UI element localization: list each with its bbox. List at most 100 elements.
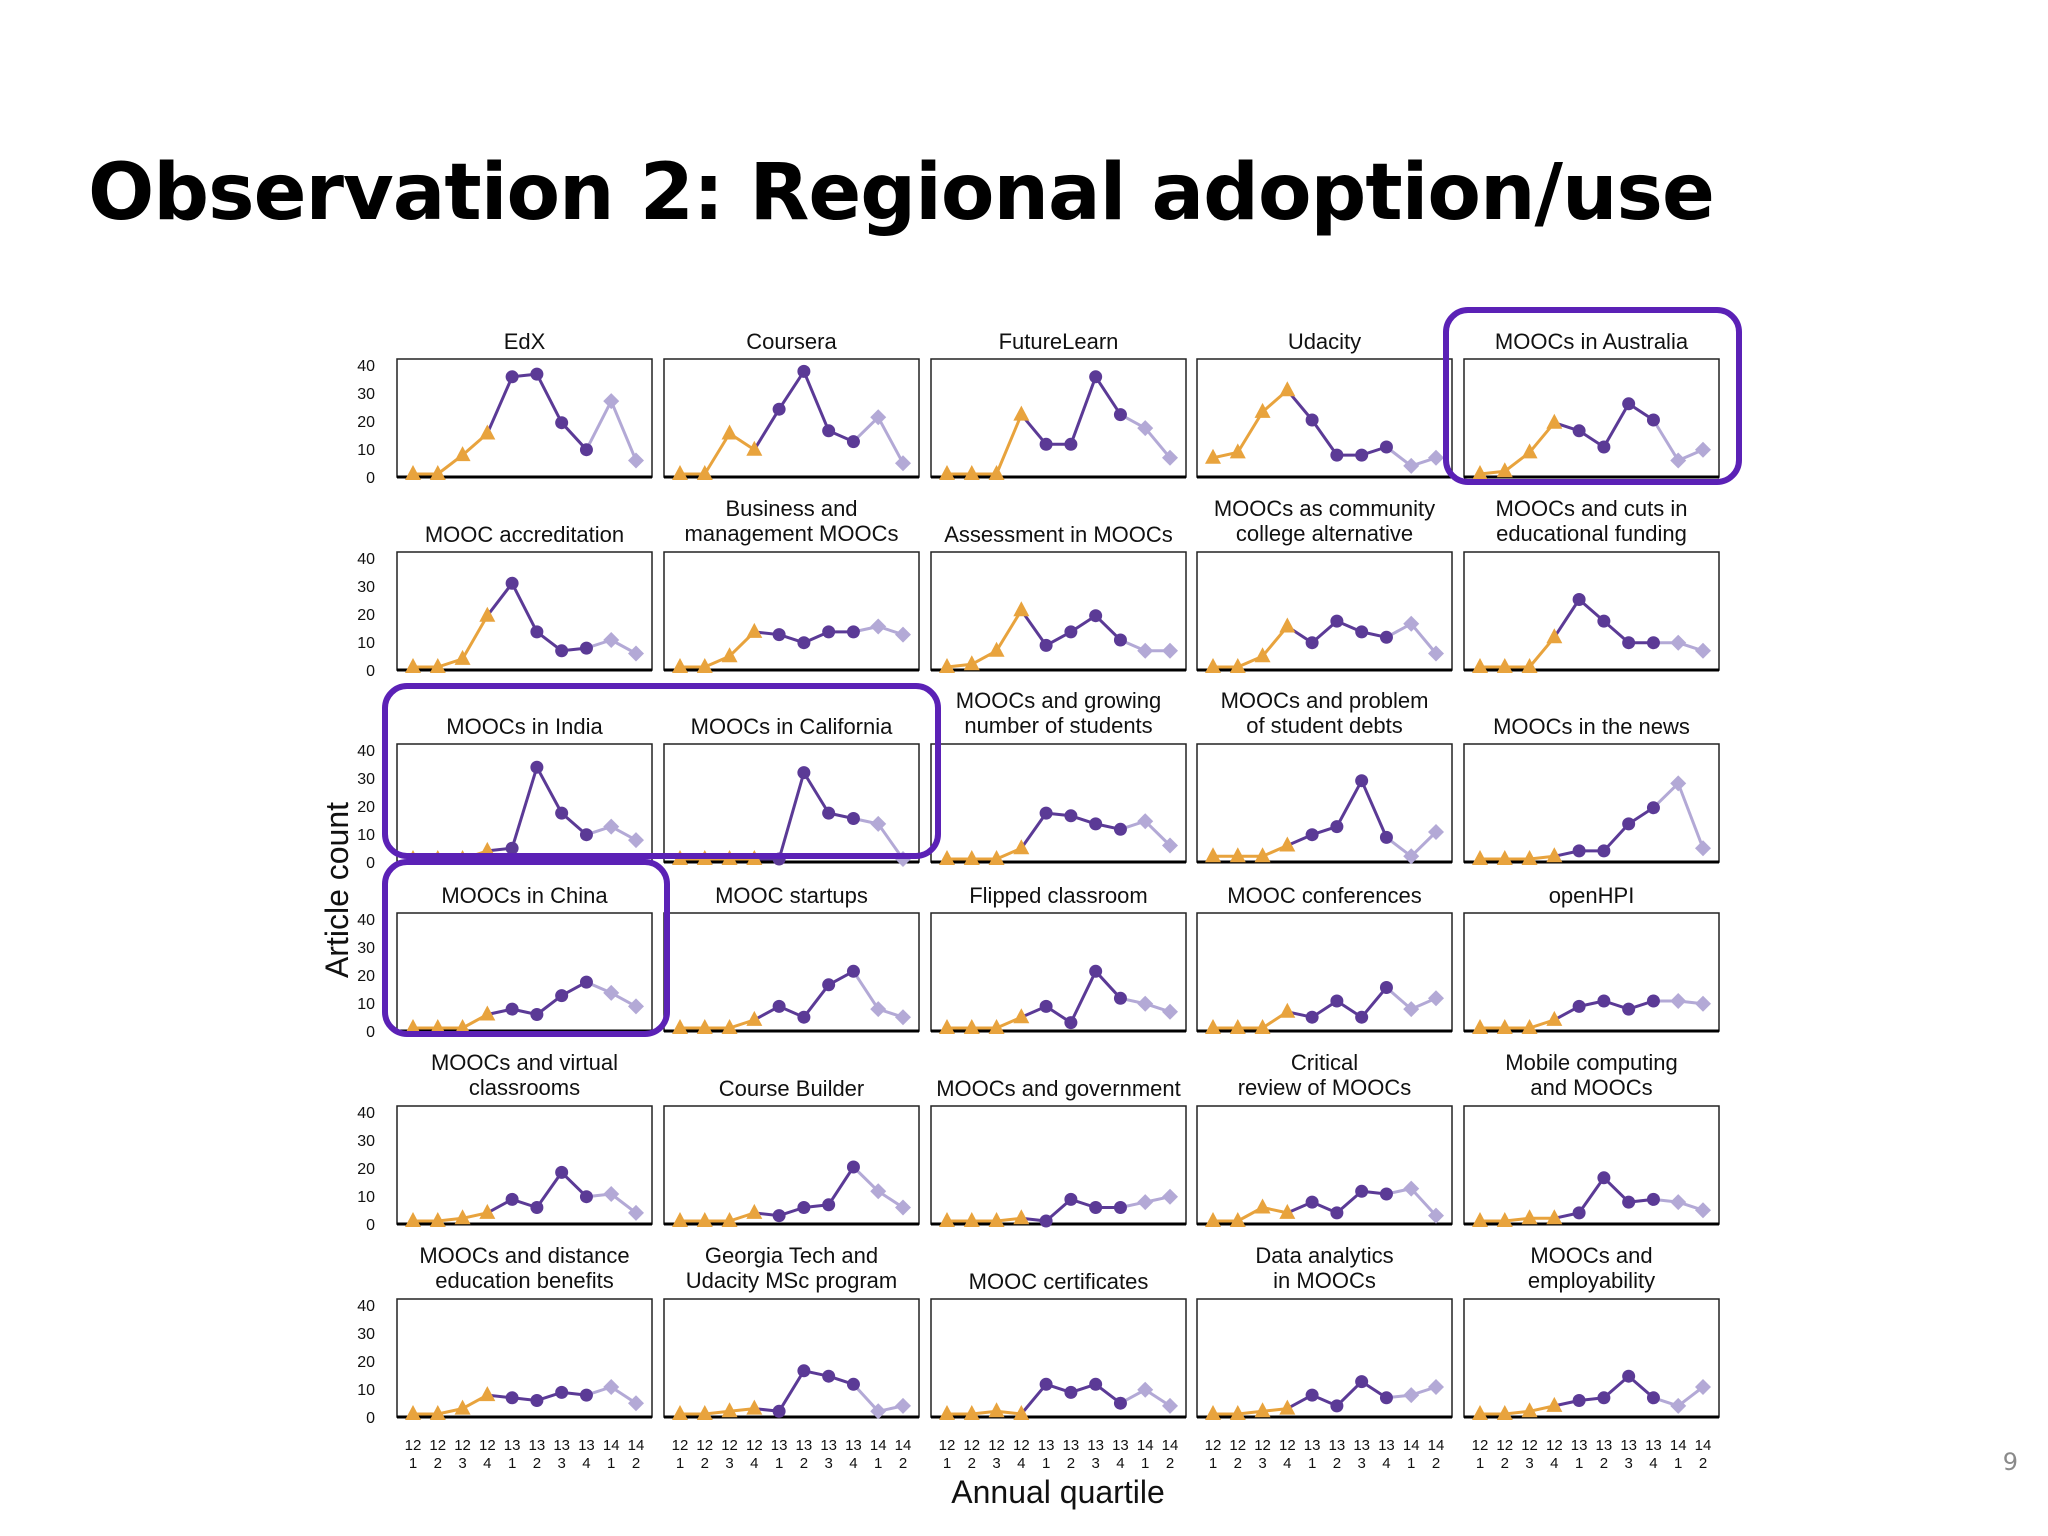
chart-panel bbox=[396, 1298, 653, 1420]
data-point-circle bbox=[1089, 817, 1103, 831]
data-point-triangle bbox=[963, 1212, 980, 1227]
x-tick-quarter: 3 bbox=[1357, 1455, 1365, 1472]
data-point-triangle bbox=[429, 1212, 446, 1227]
x-tick-year: 13 bbox=[1620, 1437, 1637, 1454]
data-point-diamond bbox=[1403, 1387, 1420, 1404]
series-segment bbox=[777, 772, 806, 860]
data-point-triangle bbox=[721, 647, 738, 663]
data-point-diamond bbox=[1403, 457, 1420, 474]
data-point-circle bbox=[1039, 1377, 1053, 1391]
data-point-circle bbox=[1646, 1192, 1660, 1206]
data-point-circle bbox=[1597, 994, 1611, 1008]
data-point-diamond bbox=[1670, 993, 1687, 1009]
x-tick-year: 12 bbox=[405, 1437, 422, 1454]
data-point-diamond bbox=[628, 998, 644, 1015]
x-tick-quarter: 3 bbox=[557, 1455, 565, 1472]
x-tick-quarter: 4 bbox=[1382, 1455, 1390, 1472]
data-point-circle bbox=[846, 1377, 860, 1391]
series-segment bbox=[1144, 820, 1172, 847]
slide-title: Observation 2: Regional adoption/use bbox=[88, 148, 1715, 238]
panel-frame bbox=[396, 551, 653, 671]
highlight-box bbox=[382, 859, 670, 1037]
x-tick-quarter: 2 bbox=[533, 1455, 541, 1472]
chart-panel bbox=[930, 551, 1187, 673]
panel-title-line: Data analytics bbox=[1255, 1243, 1393, 1268]
x-tick-quarter: 1 bbox=[1476, 1455, 1484, 1472]
data-point-circle bbox=[772, 1209, 786, 1223]
data-point-triangle bbox=[1205, 1019, 1221, 1034]
data-point-triangle bbox=[1013, 839, 1030, 855]
data-point-circle bbox=[1113, 1201, 1127, 1214]
chart-panel bbox=[930, 743, 1187, 865]
data-point-diamond bbox=[628, 1395, 644, 1412]
panel-title: Assessment in MOOCs bbox=[944, 522, 1173, 547]
data-point-circle bbox=[772, 999, 786, 1013]
x-tick-year: 13 bbox=[1063, 1437, 1080, 1454]
data-point-triangle bbox=[746, 1010, 763, 1026]
x-tick-year: 12 bbox=[696, 1437, 713, 1454]
series-segment bbox=[1410, 1187, 1438, 1217]
data-point-circle bbox=[1355, 625, 1369, 639]
data-point-circle bbox=[505, 1192, 519, 1206]
data-point-diamond bbox=[1695, 642, 1711, 659]
data-point-circle bbox=[530, 1008, 544, 1021]
data-point-triangle bbox=[746, 440, 763, 456]
data-point-circle bbox=[555, 1385, 569, 1399]
data-point-triangle bbox=[1013, 1008, 1030, 1024]
data-point-triangle bbox=[1496, 658, 1513, 673]
data-point-circle bbox=[822, 1198, 836, 1212]
data-point-circle bbox=[1089, 1201, 1103, 1214]
panel-frame bbox=[1463, 743, 1720, 863]
panel-title: MOOC certificates bbox=[969, 1269, 1149, 1294]
data-point-triangle bbox=[939, 1019, 955, 1034]
data-point-circle bbox=[1379, 830, 1393, 844]
data-point-triangle bbox=[454, 1209, 471, 1225]
series-segment bbox=[703, 432, 731, 475]
data-point-triangle bbox=[1013, 405, 1030, 421]
data-point-circle bbox=[1039, 437, 1053, 451]
data-point-diamond bbox=[1403, 1180, 1420, 1197]
data-point-circle bbox=[822, 625, 836, 639]
data-point-circle bbox=[1646, 636, 1660, 650]
chart-panel bbox=[1463, 1105, 1720, 1227]
page-number: 9 bbox=[2002, 1448, 2018, 1476]
panel-frame bbox=[1463, 912, 1720, 1032]
panel-title-line: classrooms bbox=[469, 1075, 580, 1100]
data-point-circle bbox=[1646, 801, 1660, 815]
x-axis-label: Annual quartile bbox=[951, 1474, 1164, 1510]
chart-panel bbox=[396, 358, 653, 480]
y-tick-label: 20 bbox=[357, 968, 375, 985]
data-point-circle bbox=[1622, 397, 1636, 411]
data-point-triangle bbox=[963, 850, 980, 865]
data-point-diamond bbox=[628, 645, 644, 662]
x-tick-year: 12 bbox=[1013, 1437, 1030, 1454]
data-point-diamond bbox=[1137, 995, 1154, 1012]
data-point-circle bbox=[555, 416, 569, 430]
data-point-diamond bbox=[1428, 990, 1444, 1007]
x-tick-quarter: 1 bbox=[1575, 1455, 1583, 1472]
y-tick-label: 10 bbox=[357, 827, 375, 844]
data-point-triangle bbox=[1521, 658, 1538, 673]
data-point-circle bbox=[1622, 636, 1636, 650]
data-point-circle bbox=[1379, 981, 1393, 994]
data-point-circle bbox=[1330, 1206, 1344, 1220]
data-point-triangle bbox=[1521, 1402, 1538, 1418]
data-point-triangle bbox=[1472, 465, 1488, 480]
data-point-diamond bbox=[628, 452, 644, 469]
y-tick-label: 20 bbox=[357, 1354, 375, 1371]
series-segment bbox=[852, 970, 880, 1010]
series-segment bbox=[1335, 779, 1363, 828]
data-point-triangle bbox=[1496, 1212, 1513, 1227]
data-point-diamond bbox=[603, 1186, 620, 1202]
data-point-diamond bbox=[603, 818, 620, 835]
chart-panel bbox=[1463, 912, 1720, 1034]
data-point-triangle bbox=[963, 1019, 980, 1034]
data-point-circle bbox=[1646, 1391, 1660, 1405]
data-point-diamond bbox=[1695, 995, 1711, 1012]
x-tick-year: 12 bbox=[429, 1437, 446, 1454]
data-point-diamond bbox=[1695, 840, 1711, 857]
data-point-diamond bbox=[1695, 441, 1711, 458]
data-point-triangle bbox=[963, 1405, 980, 1420]
x-tick-year: 14 bbox=[1403, 1437, 1420, 1454]
data-point-diamond bbox=[603, 984, 620, 1001]
